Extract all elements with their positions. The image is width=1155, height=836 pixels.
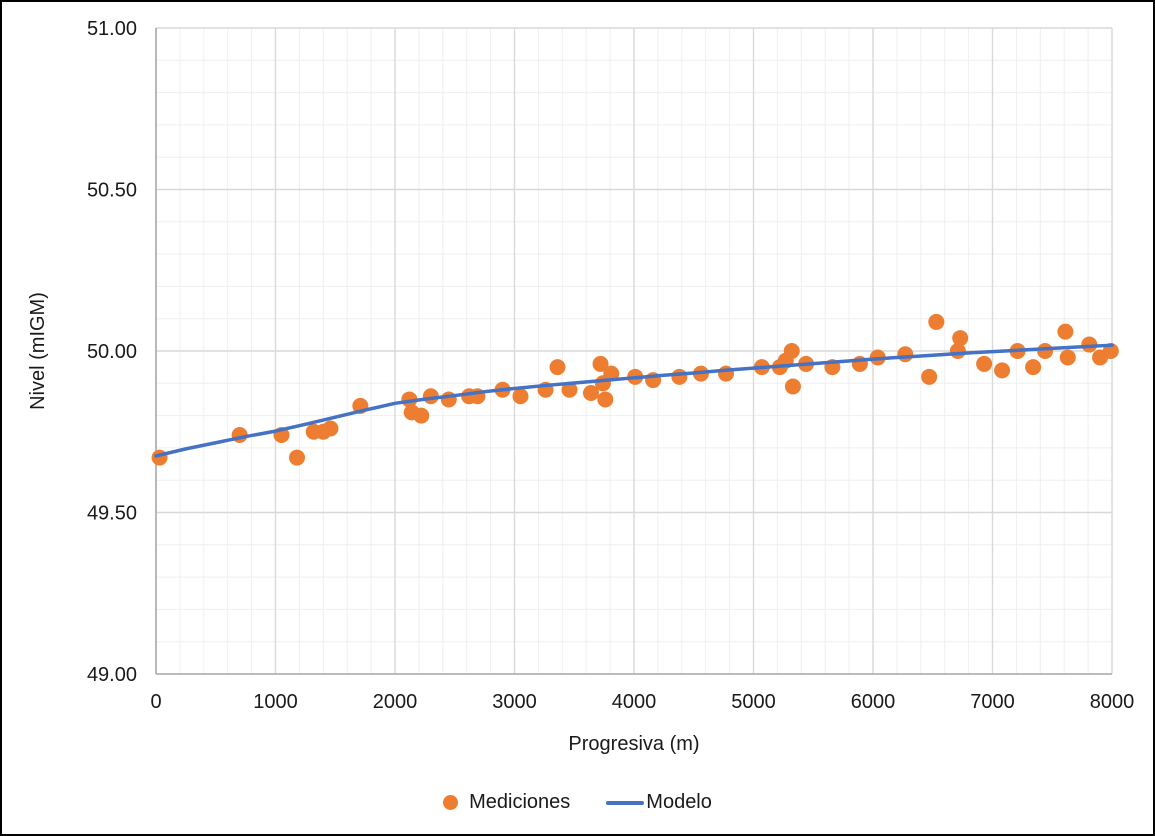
y-tick-label: 50.00 [87, 341, 137, 363]
data-point-mediciones [603, 365, 620, 382]
legend-entry-mediciones: Mediciones [443, 791, 570, 814]
data-point-mediciones [512, 388, 529, 405]
x-tick-label: 7000 [970, 691, 1015, 713]
data-point-mediciones [921, 368, 938, 385]
series-line-modelo [154, 343, 1114, 458]
data-point-mediciones [413, 407, 430, 424]
data-point-mediciones [994, 362, 1011, 379]
legend-label-mediciones: Mediciones [469, 791, 571, 813]
y-tick-label: 49.50 [87, 503, 137, 525]
y-tick-label: 51.00 [87, 18, 137, 40]
data-point-mediciones [592, 355, 609, 372]
y-tick-label: 49.00 [87, 664, 137, 686]
data-point-mediciones [597, 391, 614, 408]
data-point-mediciones [151, 449, 168, 466]
data-point-mediciones [1057, 323, 1074, 340]
x-tick-label: 3000 [492, 691, 537, 713]
data-point-mediciones [289, 449, 306, 466]
data-point-mediciones [440, 391, 457, 408]
data-point-mediciones [561, 381, 578, 398]
x-tick-label: 4000 [612, 691, 657, 713]
data-point-mediciones [1025, 359, 1042, 376]
scatter-marker-icon [443, 795, 459, 810]
x-tick-label: 1000 [253, 691, 298, 713]
data-point-mediciones [1081, 336, 1098, 353]
x-tick-label: 0 [150, 691, 161, 713]
data-point-mediciones [582, 384, 599, 401]
x-axis-title: Progresiva (m) [568, 733, 700, 755]
data-point-mediciones [976, 355, 993, 372]
chart-legend: Mediciones Modelo [2, 791, 1153, 814]
data-point-mediciones [783, 343, 800, 359]
data-point-mediciones [952, 330, 969, 347]
legend-label-modelo: Modelo [646, 791, 712, 813]
data-point-mediciones [322, 420, 339, 437]
data-point-mediciones [1037, 343, 1054, 359]
data-point-mediciones [928, 313, 945, 330]
data-point-mediciones [718, 365, 735, 382]
data-point-mediciones [671, 368, 688, 385]
legend-entry-modelo: Modelo [606, 791, 712, 814]
data-point-mediciones [1059, 349, 1076, 366]
x-tick-label: 5000 [731, 691, 776, 713]
data-point-mediciones [897, 346, 914, 363]
y-tick-label: 50.50 [87, 180, 137, 202]
data-point-mediciones [549, 359, 566, 376]
data-point-mediciones [784, 378, 801, 395]
y-axis-title: Nivel (mIGM) [27, 292, 49, 410]
x-tick-label: 6000 [851, 691, 896, 713]
x-tick-label: 8000 [1090, 691, 1135, 713]
x-tick-label: 2000 [373, 691, 418, 713]
line-marker-icon [606, 800, 645, 805]
